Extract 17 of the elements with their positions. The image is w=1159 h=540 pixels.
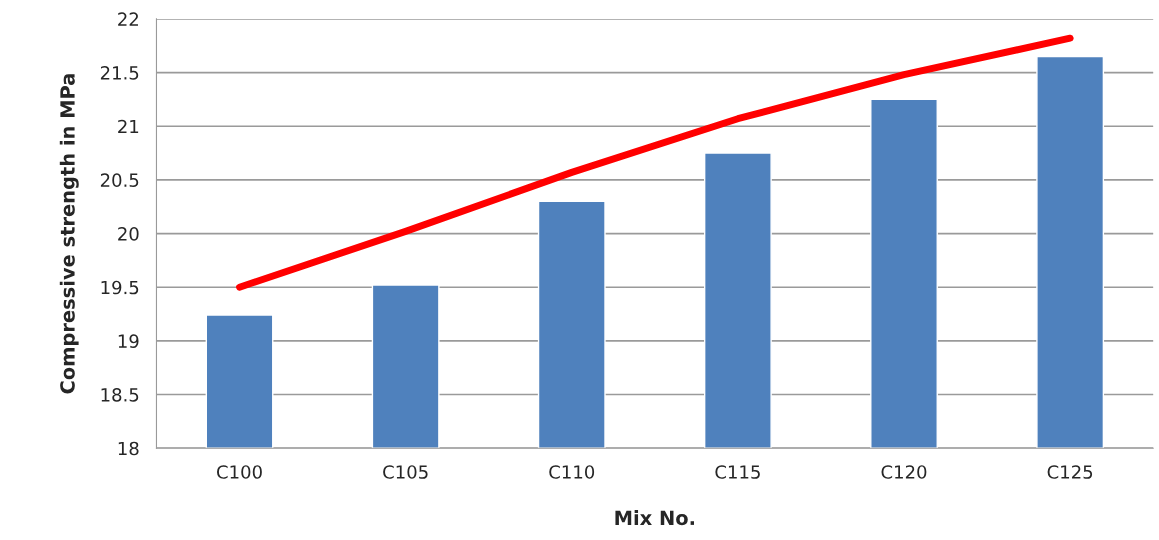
x-tick-label: C110 [549, 465, 595, 479]
y-tick-label: 20 [118, 227, 139, 241]
x-tick-label: C120 [881, 465, 927, 479]
y-axis-title: Compressive strength in MPa [59, 74, 79, 394]
y-tick-label: 19.5 [101, 280, 139, 295]
y-tick-label: 20.5 [100, 173, 139, 187]
x-tick-label: C105 [383, 465, 428, 479]
x-tick-label: C125 [1047, 465, 1093, 479]
y-tick-label: 18.5 [101, 388, 139, 402]
y-tick-label: 18 [118, 441, 139, 456]
x-axis-title: Mix No. [615, 510, 695, 526]
x-tick-label: C100 [217, 465, 262, 479]
x-tick-label: C115 [715, 465, 760, 479]
y-tick-label: 21.5 [100, 66, 139, 80]
y-tick-label: 21 [118, 119, 139, 134]
y-tick-label: 19 [118, 334, 139, 348]
y-tick-label: 22 [118, 12, 138, 26]
